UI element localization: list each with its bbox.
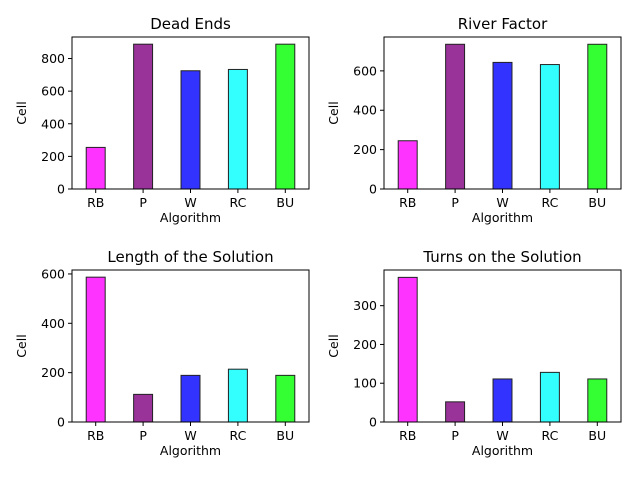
- subplot-4: RB P W RC BU 0 100 200 300 Turns on the Solution A…: [326, 248, 622, 458]
- y-tick-label: 200: [353, 142, 377, 157]
- bar-rc: [539, 371, 560, 423]
- x-tick-label: BU: [276, 195, 294, 210]
- bar-w: [180, 374, 201, 423]
- bar-w: [492, 61, 513, 190]
- x-axis-label: Algorithm: [160, 210, 221, 225]
- x-tick-label: RB: [87, 195, 104, 210]
- bar-bu: [275, 43, 296, 190]
- y-tick-label: 400: [41, 116, 65, 131]
- y-tick-label: 600: [41, 266, 65, 281]
- subplot-2: RB P W RC BU 0 200 400 600 River Factor Algorithm C…: [326, 15, 622, 225]
- subplot-title: Length of the Solution: [107, 248, 273, 266]
- bar-p: [133, 43, 154, 190]
- bar-p: [133, 393, 154, 423]
- y-tick-label: 200: [353, 337, 377, 352]
- bar-rb: [85, 276, 106, 423]
- x-tick-label: P: [139, 195, 147, 210]
- x-tick-label: RC: [230, 428, 247, 443]
- subplot-title: Dead Ends: [150, 15, 231, 33]
- x-tick-label: P: [451, 195, 459, 210]
- bar-rb: [397, 276, 418, 423]
- x-tick-label: W: [184, 195, 196, 210]
- y-axis-label: Cell: [14, 101, 29, 124]
- x-tick-label: RB: [399, 195, 416, 210]
- x-tick-label: RC: [542, 195, 559, 210]
- x-axis-label: Algorithm: [472, 443, 533, 458]
- x-tick-label: RB: [87, 428, 104, 443]
- bar-bu: [587, 43, 608, 190]
- subplot-3: RB P W RC BU 0 200 400 600 Length of the Solution…: [14, 248, 310, 458]
- y-tick-label: 100: [353, 376, 377, 391]
- bar-bu: [587, 378, 608, 423]
- x-tick-label: RC: [542, 428, 559, 443]
- bar-p: [445, 43, 466, 190]
- bar-w: [180, 70, 201, 190]
- subplot-title: River Factor: [458, 15, 548, 33]
- y-tick-label: 200: [41, 149, 65, 164]
- y-tick-label: 400: [353, 103, 377, 118]
- bar-rb: [85, 146, 106, 190]
- y-tick-label: 200: [41, 365, 65, 380]
- x-tick-label: BU: [588, 428, 606, 443]
- x-tick-label: RC: [230, 195, 247, 210]
- subplot-title: Turns on the Solution: [422, 248, 581, 266]
- x-tick-label: W: [496, 428, 508, 443]
- y-tick-label: 800: [41, 51, 65, 66]
- x-tick-label: P: [451, 428, 459, 443]
- x-tick-label: W: [496, 195, 508, 210]
- bar-w: [492, 378, 513, 423]
- y-tick-label: 400: [41, 316, 65, 331]
- bar-p: [445, 401, 466, 423]
- bar-bu: [275, 374, 296, 423]
- x-tick-label: RB: [399, 428, 416, 443]
- y-axis-label: Cell: [14, 334, 29, 357]
- x-axis-label: Algorithm: [160, 443, 221, 458]
- bar-rc: [227, 368, 248, 423]
- y-tick-label: 0: [57, 415, 65, 430]
- y-tick-label: 0: [369, 182, 377, 197]
- y-axis-label: Cell: [326, 334, 341, 357]
- y-tick-label: 300: [353, 298, 377, 313]
- y-tick-label: 0: [369, 415, 377, 430]
- subplot-1: RB P W RC BU 0 200 400 600 800 Dead Ends Algorithm C…: [14, 15, 310, 225]
- x-tick-label: BU: [276, 428, 294, 443]
- y-tick-label: 600: [41, 84, 65, 99]
- y-tick-label: 600: [353, 63, 377, 78]
- bar-rc: [539, 64, 560, 190]
- x-tick-label: W: [184, 428, 196, 443]
- y-axis-label: Cell: [326, 101, 341, 124]
- x-tick-label: P: [139, 428, 147, 443]
- x-axis-label: Algorithm: [472, 210, 533, 225]
- bar-rb: [397, 140, 418, 190]
- bar-rc: [227, 68, 248, 190]
- y-tick-label: 0: [57, 182, 65, 197]
- x-tick-label: BU: [588, 195, 606, 210]
